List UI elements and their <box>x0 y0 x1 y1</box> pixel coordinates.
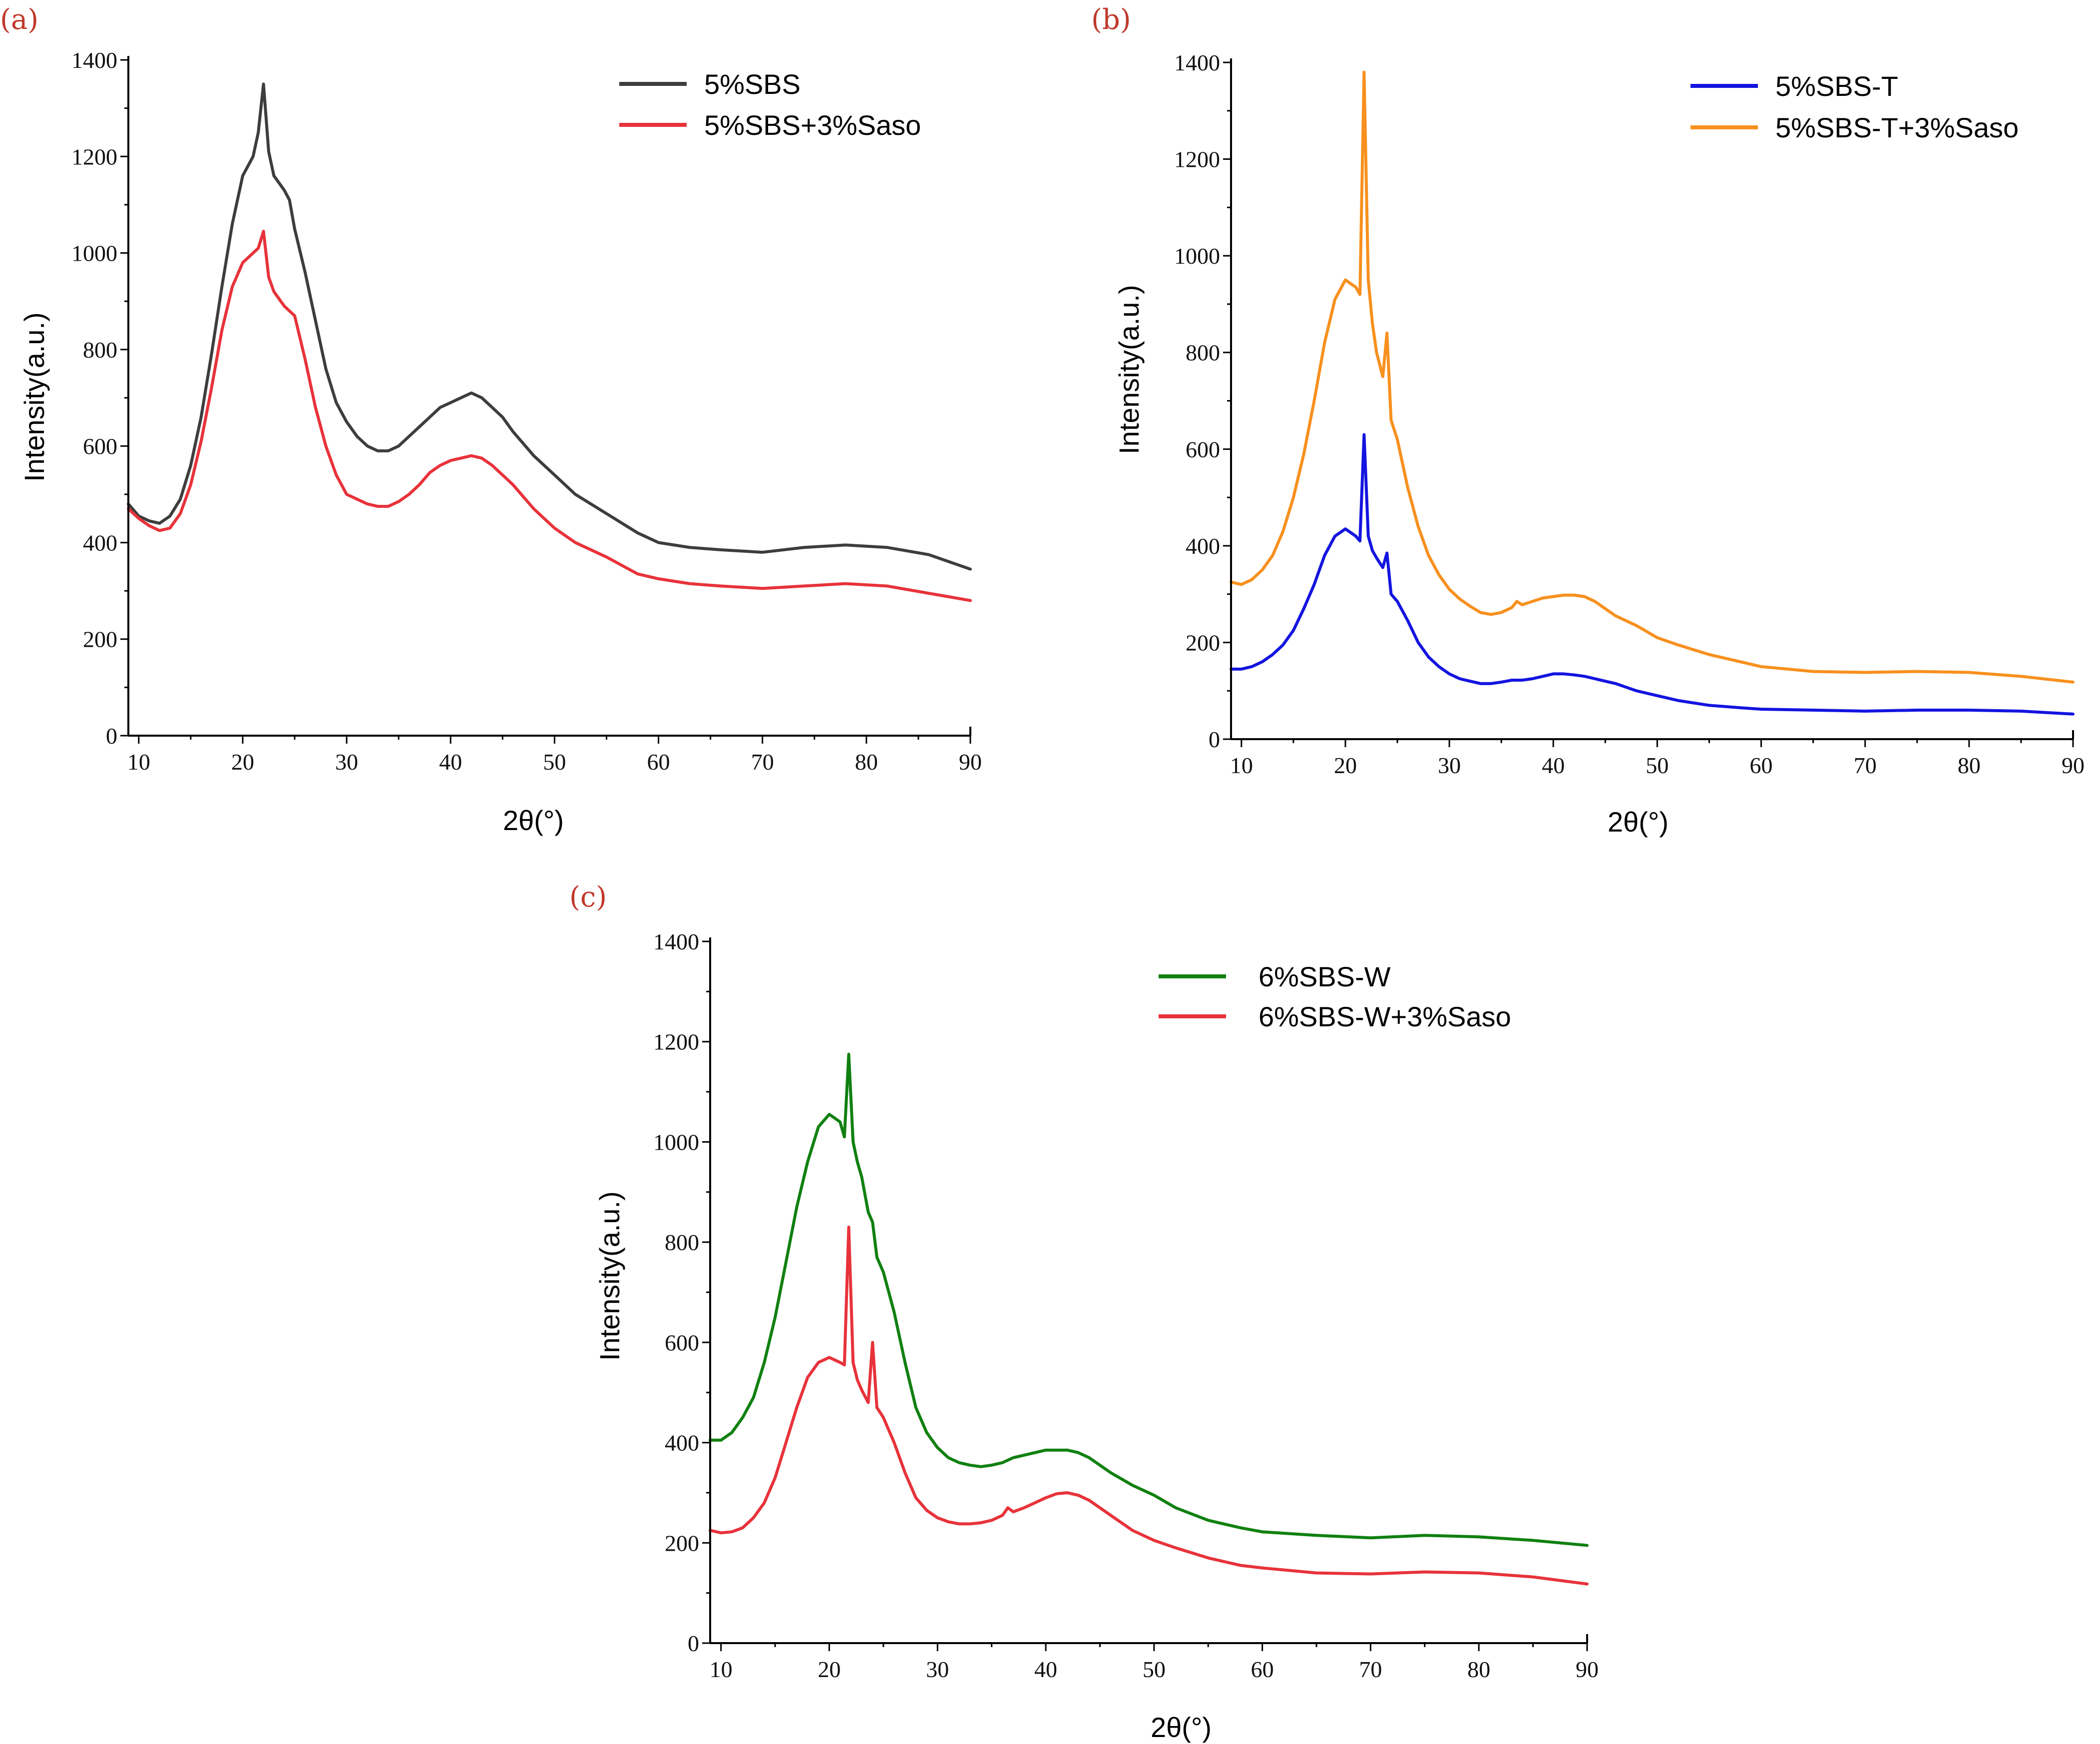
x-tick-label-60: 60 <box>1750 753 1773 778</box>
y-tick-label-800: 800 <box>665 1230 699 1255</box>
legend-label-5sbs: 5%SBS <box>704 68 801 100</box>
y-tick-label-1000: 1000 <box>1174 243 1220 269</box>
y-tick-label-600: 600 <box>1186 436 1220 462</box>
panel-b-y-axis-title: Intensity(a.u.) <box>1113 285 1145 454</box>
y-tick-label-1000: 1000 <box>71 241 117 266</box>
y-tick-label-1400: 1400 <box>653 929 699 954</box>
panel-a-y-axis-title: Intensity(a.u.) <box>18 312 50 481</box>
x-tick-label-40: 40 <box>1034 1657 1057 1682</box>
x-tick-label-30: 30 <box>1438 753 1461 778</box>
y-tick-label-400: 400 <box>83 530 117 555</box>
y-tick-label-1000: 1000 <box>653 1129 699 1155</box>
x-tick-label-50: 50 <box>1646 753 1669 778</box>
x-tick-label-90: 90 <box>1576 1657 1599 1682</box>
y-tick-label-0: 0 <box>1209 727 1220 752</box>
y-tick-label-200: 200 <box>83 627 117 652</box>
x-tick-label-50: 50 <box>543 749 566 775</box>
y-tick-label-1400: 1400 <box>71 47 117 73</box>
panel-a-ticks: 10 20 30 40 50 60 70 80 90 0 200 400 600 800 1000 1200 1… <box>71 47 982 775</box>
panel-b-ticks: 10 20 30 40 50 60 70 80 90 0 200 400 600 800 1000 1200 1… <box>1174 50 2085 778</box>
x-tick-label-40: 40 <box>439 749 462 775</box>
series-line-5-sbs-t-3-saso <box>1230 70 2075 684</box>
y-tick-label-600: 600 <box>83 434 117 459</box>
panel-b: (b) 10 20 30 40 50 60 70 80 90020040060080010001… <box>1091 3 2085 838</box>
panel-c-legend: 6%SBS-W 6%SBS-W+3%Saso <box>1159 961 1511 1032</box>
x-tick-label-20: 20 <box>231 749 254 775</box>
series-line-5-sbs <box>127 82 972 571</box>
y-tick-label-400: 400 <box>1186 533 1220 559</box>
x-tick-label-60: 60 <box>1251 1657 1274 1682</box>
y-tick-label-1400: 1400 <box>1174 50 1220 75</box>
x-tick-label-70: 70 <box>1359 1657 1382 1682</box>
legend-label-5sbs-t: 5%SBS-T <box>1775 70 1898 102</box>
panel-b-legend: 5%SBS-T 5%SBS-T+3%Saso <box>1690 70 2019 143</box>
x-tick-label-30: 30 <box>926 1657 949 1682</box>
legend-label-5sbs-t-saso: 5%SBS-T+3%Saso <box>1775 112 2019 143</box>
x-tick-label-70: 70 <box>751 749 774 775</box>
panel-b-series <box>1230 70 2075 716</box>
y-tick-label-0: 0 <box>106 723 117 749</box>
panel-c-y-axis-title: Intensity(a.u.) <box>594 1191 625 1360</box>
x-tick-label-90: 90 <box>959 749 982 775</box>
y-tick-label-200: 200 <box>1186 630 1220 655</box>
y-tick-label-800: 800 <box>83 337 117 363</box>
legend-label-5sbs-saso: 5%SBS+3%Saso <box>704 109 921 141</box>
x-tick-label-10: 10 <box>710 1657 733 1682</box>
x-tick-label-80: 80 <box>1958 753 1981 778</box>
x-tick-label-20: 20 <box>1334 753 1357 778</box>
y-tick-label-400: 400 <box>665 1430 699 1456</box>
panel-c-label: (c) <box>569 881 607 913</box>
y-tick-label-200: 200 <box>665 1530 699 1556</box>
panel-a-series <box>127 82 972 602</box>
legend-label-6sbs-w-saso: 6%SBS-W+3%Saso <box>1259 1001 1511 1032</box>
panel-c: (c) 10 20 30 40 50 60 70 80 90020040060080010001… <box>569 881 1599 1743</box>
panel-b-label: (b) <box>1091 3 1131 36</box>
panel-c-x-axis-title: 2θ(°) <box>1151 1712 1212 1743</box>
x-tick-label-10: 10 <box>127 749 150 775</box>
x-tick-label-10: 10 <box>1230 753 1253 778</box>
legend-label-6sbs-w: 6%SBS-W <box>1259 961 1391 992</box>
x-tick-label-30: 30 <box>335 749 358 775</box>
panel-c-series <box>709 1052 1589 1586</box>
y-tick-label-0: 0 <box>688 1631 699 1656</box>
y-tick-label-600: 600 <box>665 1330 699 1355</box>
panel-a-label: (a) <box>0 3 38 36</box>
series-line-5-sbs-t <box>1230 433 2075 716</box>
y-tick-label-1200: 1200 <box>71 144 117 169</box>
panel-c-ticks: 10 20 30 40 50 60 70 80 90 0 200 400 600 800 1000 1200 1… <box>653 929 1599 1682</box>
series-line-6-sbs-w <box>709 1052 1589 1547</box>
x-tick-label-40: 40 <box>1542 753 1565 778</box>
x-tick-label-80: 80 <box>1467 1657 1490 1682</box>
x-tick-label-60: 60 <box>647 749 670 775</box>
series-line-6-sbs-w-3-saso <box>709 1226 1589 1586</box>
x-tick-label-20: 20 <box>818 1657 840 1682</box>
series-line-5-sbs-3-saso <box>127 230 972 602</box>
panel-a-legend: 5%SBS 5%SBS+3%Saso <box>619 68 921 141</box>
x-tick-label-90: 90 <box>2062 753 2085 778</box>
panel-a: (a) 10 20 30 40 50 60 70 80 90020040060080010001… <box>0 3 982 836</box>
x-tick-label-80: 80 <box>855 749 878 775</box>
x-tick-label-70: 70 <box>1854 753 1877 778</box>
panel-a-x-axis-title: 2θ(°) <box>503 805 564 836</box>
y-tick-label-1200: 1200 <box>1174 147 1220 172</box>
y-tick-label-800: 800 <box>1186 340 1220 366</box>
y-tick-label-1200: 1200 <box>653 1029 699 1055</box>
panel-b-x-axis-title: 2θ(°) <box>1608 806 1669 838</box>
x-tick-label-50: 50 <box>1143 1657 1166 1682</box>
